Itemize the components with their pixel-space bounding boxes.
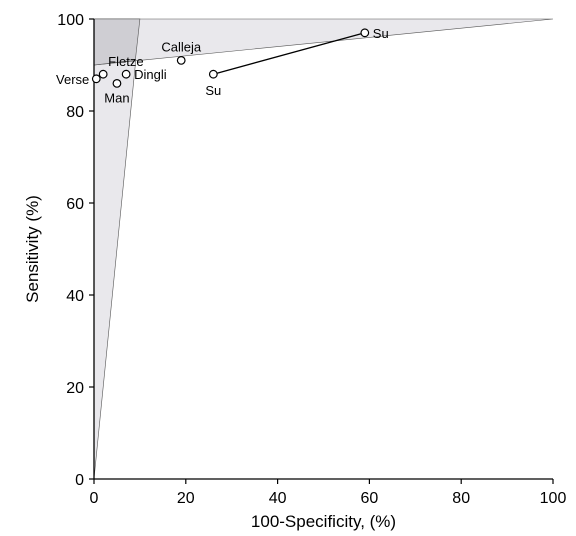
data-point xyxy=(98,69,108,79)
x-axis-title: 100-Specificity, (%) xyxy=(251,512,396,531)
data-point xyxy=(208,69,218,79)
y-tick-label: 80 xyxy=(66,104,84,121)
data-point-label: Dingli xyxy=(134,67,167,82)
data-point xyxy=(91,74,101,84)
y-tick-label: 20 xyxy=(66,380,84,397)
data-point-label: Verse xyxy=(56,72,89,87)
data-point xyxy=(112,78,122,88)
x-tick-label: 20 xyxy=(177,490,195,507)
axes: 0 20 40 60 80 100 0 20 40 60 80 100 xyxy=(57,12,566,507)
light-shaded-region xyxy=(93,18,141,480)
data-point-label: Su xyxy=(205,83,221,98)
data-point xyxy=(121,69,131,79)
connecting-line xyxy=(213,32,365,75)
shaded-regions xyxy=(93,18,554,480)
y-axis-title: Sensitivity (%) xyxy=(23,195,42,303)
data-point-label: Fletze xyxy=(108,54,143,69)
x-tick-label: 60 xyxy=(361,490,379,507)
y-tick-label: 0 xyxy=(75,472,84,489)
data-point-label: Su xyxy=(373,26,389,41)
data-marks: Verse Fletze Man Dingli Calleja Su Su xyxy=(56,26,389,106)
x-tick-label: 80 xyxy=(452,490,470,507)
data-point-label: Calleja xyxy=(161,39,202,54)
x-tick-label: 0 xyxy=(90,490,99,507)
data-point xyxy=(176,56,186,65)
y-tick-label: 40 xyxy=(66,288,84,305)
x-tick-label: 100 xyxy=(540,490,567,507)
y-tick-label: 60 xyxy=(66,196,84,213)
x-tick-label: 40 xyxy=(269,490,287,507)
data-point xyxy=(360,28,370,38)
data-point-label: Man xyxy=(104,90,129,105)
y-tick-label: 100 xyxy=(57,12,84,29)
